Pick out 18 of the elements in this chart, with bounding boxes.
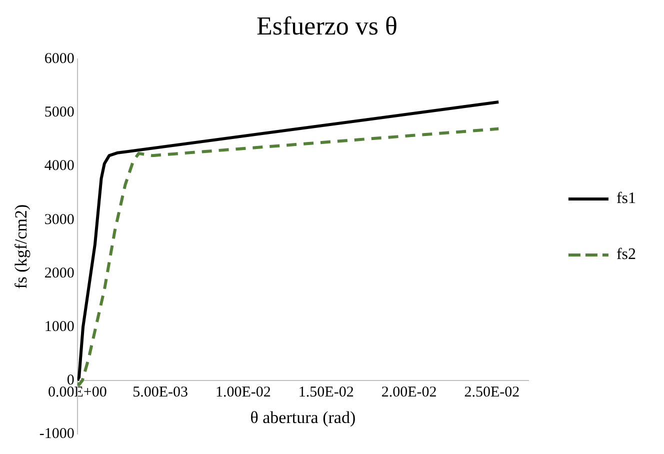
- y-tick-label: 2000: [44, 265, 74, 282]
- x-tick-label: 0.00E+00: [48, 384, 107, 400]
- y-tick-label: 3000: [44, 212, 74, 228]
- x-tick-label: 2.00E-02: [381, 384, 437, 400]
- chart-title: Esfuerzo vs θ: [256, 11, 398, 40]
- y-tick-label: -1000: [39, 426, 74, 442]
- legend-label: fs1: [616, 190, 636, 208]
- x-axis-title: θ abertura (rad): [250, 408, 356, 428]
- y-tick-label: 6000: [44, 51, 74, 68]
- y-axis-title: fs (kgf/cm2): [12, 204, 31, 289]
- x-tick-label: 5.00E-03: [132, 384, 188, 400]
- x-tick-label: 1.50E-02: [298, 384, 354, 400]
- y-tick-label: 5000: [44, 104, 74, 121]
- legend-label: fs2: [616, 246, 636, 264]
- x-tick-label: 1.00E-02: [216, 384, 271, 400]
- x-tick-label: 2.50E-02: [464, 384, 520, 400]
- y-tick-label: 4000: [44, 158, 74, 174]
- y-tick-label: 1000: [44, 318, 74, 335]
